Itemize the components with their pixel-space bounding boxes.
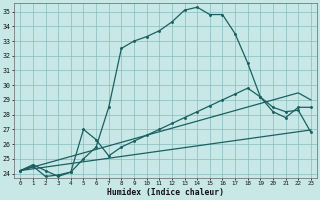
X-axis label: Humidex (Indice chaleur): Humidex (Indice chaleur) xyxy=(107,188,224,197)
